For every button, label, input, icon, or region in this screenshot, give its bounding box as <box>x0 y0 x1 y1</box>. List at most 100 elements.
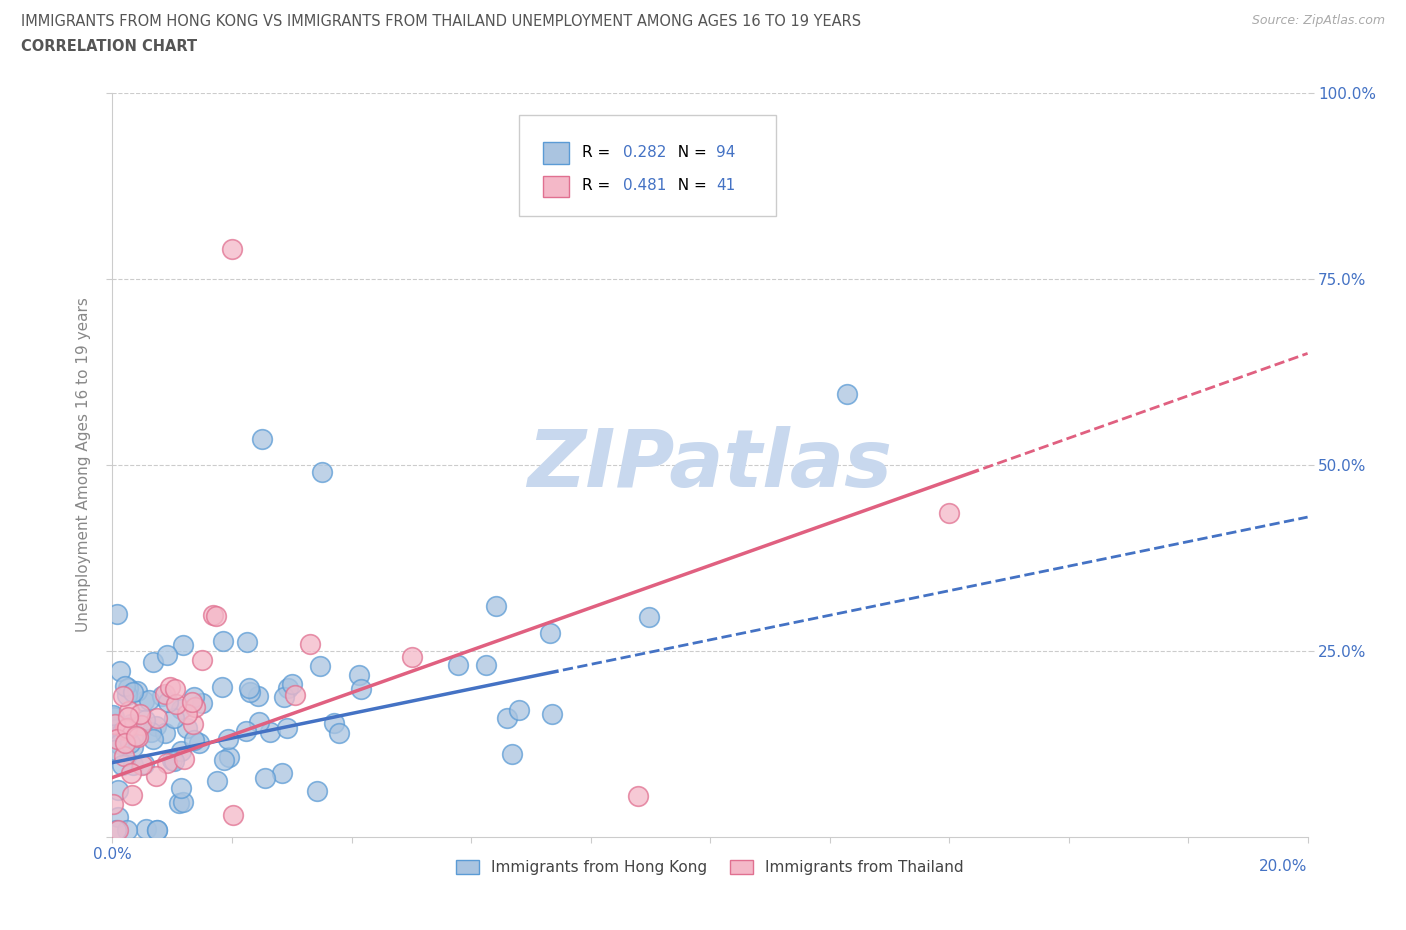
Point <box>104 716 127 731</box>
Point <box>170 780 193 795</box>
Point <box>141 724 163 739</box>
Point <box>146 822 169 837</box>
Point <box>103 710 125 724</box>
Point <box>350 682 373 697</box>
Point <box>131 758 153 773</box>
Point <box>328 725 350 740</box>
Text: Source: ZipAtlas.com: Source: ZipAtlas.com <box>1251 14 1385 27</box>
Text: N =: N = <box>668 179 711 193</box>
Text: 0.282: 0.282 <box>623 145 666 160</box>
Point <box>165 697 187 711</box>
Point <box>115 687 138 702</box>
Point <box>247 714 270 729</box>
Y-axis label: Unemployment Among Ages 16 to 19 years: Unemployment Among Ages 16 to 19 years <box>76 298 91 632</box>
Point <box>107 810 129 825</box>
Point <box>211 680 233 695</box>
Point <box>117 710 139 724</box>
Point <box>222 807 245 822</box>
Point <box>538 625 561 640</box>
Point <box>273 690 295 705</box>
Point <box>176 721 198 736</box>
Point <box>127 684 149 698</box>
Point <box>105 721 128 736</box>
Point <box>111 758 134 773</box>
Point <box>837 387 859 402</box>
Point <box>134 713 156 728</box>
Point <box>115 721 138 736</box>
Point <box>163 754 186 769</box>
Point <box>111 724 134 739</box>
Point <box>112 748 135 763</box>
Point <box>104 822 127 837</box>
Point <box>181 695 204 710</box>
Text: 41: 41 <box>716 179 735 193</box>
Point <box>938 506 960 521</box>
Point <box>253 770 276 785</box>
Point <box>541 707 564 722</box>
Point <box>114 736 136 751</box>
Point <box>156 647 179 662</box>
Point <box>108 664 131 679</box>
Point <box>122 728 145 743</box>
Point <box>176 707 198 722</box>
Point <box>117 703 139 718</box>
Point <box>115 822 138 837</box>
Legend: Immigrants from Hong Kong, Immigrants from Thailand: Immigrants from Hong Kong, Immigrants fr… <box>450 854 970 882</box>
Point <box>183 690 205 705</box>
Point <box>401 649 423 664</box>
Point <box>183 716 205 731</box>
Point <box>156 695 179 710</box>
Point <box>122 758 145 773</box>
Text: ZIPatlas: ZIPatlas <box>527 426 893 504</box>
Point <box>218 750 240 764</box>
Point <box>159 679 181 694</box>
Text: 0.481: 0.481 <box>623 179 666 193</box>
Point <box>173 751 195 766</box>
Point <box>145 711 167 725</box>
Point <box>114 737 136 752</box>
Point <box>239 684 262 699</box>
Point <box>112 688 135 703</box>
Point <box>170 744 193 759</box>
Point <box>322 716 344 731</box>
Point <box>172 638 194 653</box>
Point <box>122 739 145 754</box>
Point <box>142 655 165 670</box>
Point <box>105 731 128 746</box>
Point <box>259 724 281 739</box>
Point <box>120 765 142 780</box>
Point <box>475 658 498 672</box>
Point <box>118 736 141 751</box>
Point <box>202 608 225 623</box>
Point <box>155 725 177 740</box>
Point <box>118 720 141 735</box>
Point <box>496 711 519 725</box>
Point <box>172 795 194 810</box>
Point <box>114 722 136 737</box>
Point <box>212 752 235 767</box>
Point <box>277 681 299 696</box>
Point <box>207 774 229 789</box>
Point <box>184 699 207 714</box>
Point <box>129 706 152 721</box>
Point <box>107 822 129 837</box>
Point <box>101 796 124 811</box>
Point <box>238 681 260 696</box>
Point <box>107 783 129 798</box>
FancyBboxPatch shape <box>543 142 569 164</box>
Point <box>101 708 124 723</box>
Point <box>135 821 157 836</box>
Point <box>191 653 214 668</box>
Point <box>187 736 209 751</box>
Point <box>284 687 307 702</box>
Point <box>125 728 148 743</box>
Point <box>127 730 149 745</box>
Point <box>508 702 530 717</box>
Text: R =: R = <box>582 179 616 193</box>
Text: CORRELATION CHART: CORRELATION CHART <box>21 39 197 54</box>
Point <box>142 732 165 747</box>
Point <box>145 719 167 734</box>
Point <box>153 686 176 701</box>
Point <box>160 752 183 767</box>
Point <box>122 684 145 699</box>
